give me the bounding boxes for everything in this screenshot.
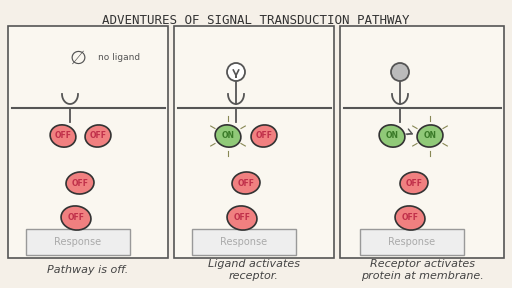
FancyBboxPatch shape	[340, 26, 504, 258]
Text: OFF: OFF	[255, 132, 272, 141]
FancyBboxPatch shape	[8, 26, 168, 258]
FancyBboxPatch shape	[360, 229, 464, 255]
Text: OFF: OFF	[68, 213, 84, 223]
Circle shape	[391, 63, 409, 81]
Ellipse shape	[66, 172, 94, 194]
Text: OFF: OFF	[401, 213, 418, 223]
Text: no ligand: no ligand	[98, 54, 140, 62]
Text: Pathway is off.: Pathway is off.	[48, 265, 129, 275]
Text: ON: ON	[386, 132, 398, 141]
Ellipse shape	[50, 125, 76, 147]
Ellipse shape	[85, 125, 111, 147]
Ellipse shape	[232, 172, 260, 194]
FancyBboxPatch shape	[26, 229, 130, 255]
Text: ADVENTURES OF SIGNAL TRANSDUCTION PATHWAY: ADVENTURES OF SIGNAL TRANSDUCTION PATHWA…	[102, 14, 410, 27]
Ellipse shape	[215, 125, 241, 147]
Text: ON: ON	[222, 132, 234, 141]
Circle shape	[227, 63, 245, 81]
Ellipse shape	[395, 206, 425, 230]
Ellipse shape	[227, 206, 257, 230]
Ellipse shape	[379, 125, 405, 147]
Text: Receptor activates
protein at membrane.: Receptor activates protein at membrane.	[360, 259, 483, 281]
Text: ON: ON	[423, 132, 437, 141]
Text: OFF: OFF	[54, 132, 72, 141]
Text: Ligand activates
receptor.: Ligand activates receptor.	[208, 259, 300, 281]
Text: Response: Response	[389, 237, 436, 247]
Text: Response: Response	[54, 237, 101, 247]
Text: Response: Response	[221, 237, 268, 247]
Text: OFF: OFF	[238, 179, 254, 187]
Text: ∅: ∅	[70, 48, 87, 67]
Ellipse shape	[251, 125, 277, 147]
Ellipse shape	[417, 125, 443, 147]
FancyBboxPatch shape	[192, 229, 296, 255]
FancyBboxPatch shape	[174, 26, 334, 258]
Text: OFF: OFF	[233, 213, 250, 223]
Text: OFF: OFF	[72, 179, 89, 187]
Text: OFF: OFF	[90, 132, 106, 141]
Ellipse shape	[400, 172, 428, 194]
Text: OFF: OFF	[406, 179, 422, 187]
Ellipse shape	[61, 206, 91, 230]
